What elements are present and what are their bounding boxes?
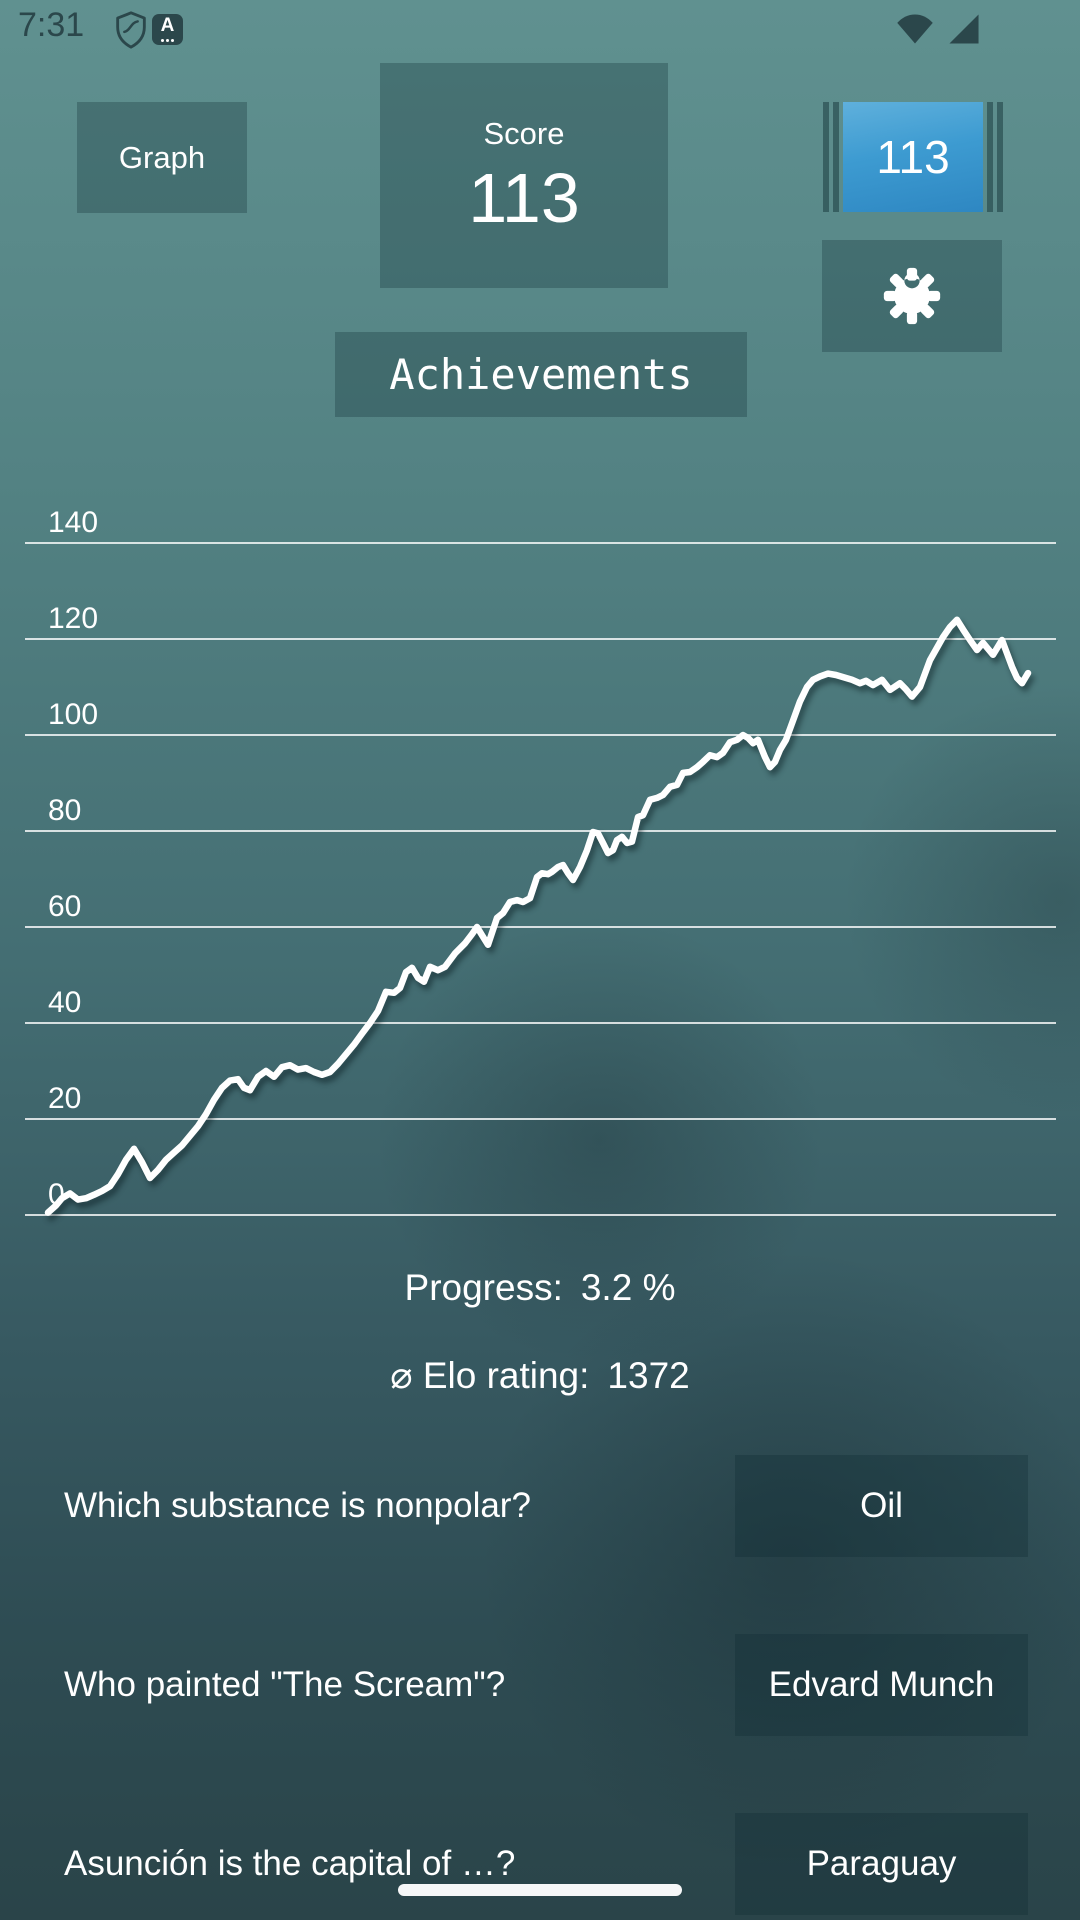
svg-text:20: 20 (48, 1082, 81, 1115)
score-label: Score (483, 116, 565, 151)
status-time: 7:31 (18, 6, 85, 44)
gesture-nav-pill[interactable] (398, 1884, 682, 1896)
graph-button-label: Graph (118, 139, 206, 175)
svg-text:140: 140 (48, 506, 98, 539)
gear-icon (883, 267, 941, 325)
a-badge-dots (152, 39, 183, 42)
a-badge-letter: A (160, 15, 175, 36)
question-text: Which substance is nonpolar? (64, 1486, 531, 1525)
achievements-button[interactable]: Achievements (335, 332, 747, 417)
level-bar (987, 102, 993, 212)
answer-button[interactable]: Paraguay (735, 1813, 1028, 1915)
answer-label: Paraguay (806, 1844, 957, 1883)
svg-text:100: 100 (48, 698, 98, 731)
svg-text:60: 60 (48, 890, 81, 923)
progress-line: Progress: 3.2 % (0, 1267, 1080, 1309)
cellular-signal-icon (949, 14, 979, 44)
settings-button[interactable] (822, 240, 1002, 352)
level-bar (997, 102, 1003, 212)
level-widget[interactable]: 113 (823, 102, 1003, 212)
level-value: 113 (876, 131, 950, 183)
score-box[interactable]: Score 113 (380, 63, 668, 288)
wifi-icon (897, 14, 933, 44)
answer-button[interactable]: Oil (735, 1455, 1028, 1557)
elo-label: ⌀ Elo rating: (390, 1355, 590, 1396)
svg-text:120: 120 (48, 602, 98, 635)
progress-label: Progress: (404, 1267, 563, 1308)
graph-button[interactable]: Graph (77, 102, 247, 213)
level-value-box: 113 (843, 102, 983, 212)
svg-text:40: 40 (48, 986, 81, 1019)
level-bar (833, 102, 839, 212)
elo-line: ⌀ Elo rating: 1372 (0, 1354, 1080, 1397)
answer-label: Edvard Munch (768, 1665, 995, 1704)
question-text: Asunción is the capital of …? (64, 1844, 516, 1883)
shield-icon (116, 11, 146, 49)
elo-value: 1372 (607, 1355, 690, 1396)
answer-button[interactable]: Edvard Munch (735, 1634, 1028, 1736)
a-notification-icon: A (152, 14, 183, 45)
answer-label: Oil (860, 1486, 903, 1525)
question-text: Who painted "The Scream"? (64, 1665, 506, 1704)
progress-value: 3.2 % (580, 1267, 676, 1308)
achievements-button-label: Achievements (389, 350, 693, 399)
score-value: 113 (468, 159, 580, 237)
svg-text:80: 80 (48, 794, 81, 827)
level-bar (823, 102, 829, 212)
